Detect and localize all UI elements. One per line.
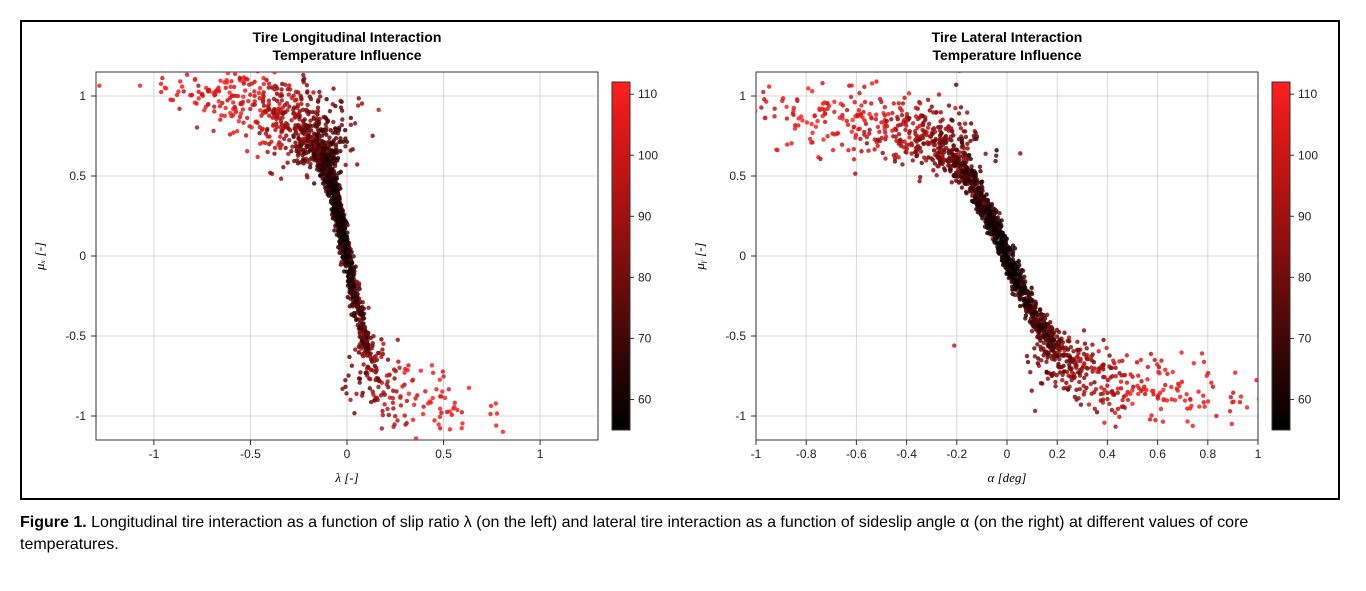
svg-text:0: 0 <box>739 249 746 263</box>
svg-text:μᵧ [-]: μᵧ [-] <box>692 242 707 270</box>
svg-text:0.2: 0.2 <box>1049 447 1066 461</box>
svg-text:110: 110 <box>638 87 657 101</box>
svg-text:70: 70 <box>1298 331 1312 345</box>
svg-text:0: 0 <box>344 447 351 461</box>
caption-text: Longitudinal tire interaction as a funct… <box>20 514 1248 553</box>
svg-text:60: 60 <box>638 392 652 406</box>
left-panel: -1 -0.5 0 0.5 1 -1 -0.5 0 0.5 1 Tire Longitudinal … <box>26 26 678 492</box>
svg-text:0.5: 0.5 <box>729 169 746 183</box>
svg-text:-0.6: -0.6 <box>846 447 867 461</box>
svg-text:-0.4: -0.4 <box>896 447 917 461</box>
svg-text:Tire Lateral Interaction: Tire Lateral Interaction <box>932 29 1083 45</box>
svg-text:70: 70 <box>638 331 652 345</box>
svg-text:-1: -1 <box>751 447 762 461</box>
svg-text:-0.5: -0.5 <box>240 447 261 461</box>
svg-text:1: 1 <box>537 447 544 461</box>
svg-text:α [deg]: α [deg] <box>988 470 1027 485</box>
svg-text:90: 90 <box>638 209 652 223</box>
right-chart-svg: -1 -0.8 -0.6 -0.4 -0.2 0 0.2 0.4 0.6 0.8 1 -1 -0.5 0 0… <box>686 26 1338 492</box>
svg-text:0: 0 <box>79 249 86 263</box>
svg-text:80: 80 <box>1298 270 1312 284</box>
svg-text:-1: -1 <box>735 409 746 423</box>
svg-text:100: 100 <box>638 148 658 162</box>
svg-text:0.6: 0.6 <box>1149 447 1166 461</box>
svg-text:0.4: 0.4 <box>1099 447 1116 461</box>
svg-text:Tire Longitudinal Interaction: Tire Longitudinal Interaction <box>253 29 442 45</box>
svg-text:80: 80 <box>638 270 652 284</box>
svg-text:-0.8: -0.8 <box>796 447 817 461</box>
right-panel: -1 -0.8 -0.6 -0.4 -0.2 0 0.2 0.4 0.6 0.8 1 -1 -0.5 0 0… <box>686 26 1338 492</box>
svg-text:110: 110 <box>1298 87 1317 101</box>
svg-text:0: 0 <box>1004 447 1011 461</box>
caption-prefix: Figure 1. <box>20 514 87 531</box>
svg-text:Temperature Influence: Temperature Influence <box>932 47 1081 63</box>
svg-text:1: 1 <box>1255 447 1262 461</box>
svg-text:60: 60 <box>1298 392 1312 406</box>
svg-text:0.5: 0.5 <box>435 447 452 461</box>
svg-text:-0.5: -0.5 <box>65 329 86 343</box>
svg-text:0.5: 0.5 <box>69 169 86 183</box>
left-chart-svg: -1 -0.5 0 0.5 1 -1 -0.5 0 0.5 1 Tire Longitudinal … <box>26 26 678 492</box>
svg-text:μₓ [-]: μₓ [-] <box>32 242 47 271</box>
svg-text:1: 1 <box>739 89 746 103</box>
svg-text:-0.2: -0.2 <box>946 447 967 461</box>
svg-text:λ [-]: λ [-] <box>334 470 358 485</box>
svg-text:-1: -1 <box>149 447 160 461</box>
figure-caption: Figure 1. Longitudinal tire interaction … <box>20 512 1344 555</box>
svg-text:Temperature Influence: Temperature Influence <box>272 47 421 63</box>
svg-text:0.8: 0.8 <box>1199 447 1216 461</box>
figure-frame: -1 -0.5 0 0.5 1 -1 -0.5 0 0.5 1 Tire Longitudinal … <box>20 20 1340 500</box>
svg-text:1: 1 <box>79 89 86 103</box>
svg-text:-0.5: -0.5 <box>725 329 746 343</box>
svg-text:-1: -1 <box>75 409 86 423</box>
svg-text:100: 100 <box>1298 148 1318 162</box>
svg-text:90: 90 <box>1298 209 1312 223</box>
